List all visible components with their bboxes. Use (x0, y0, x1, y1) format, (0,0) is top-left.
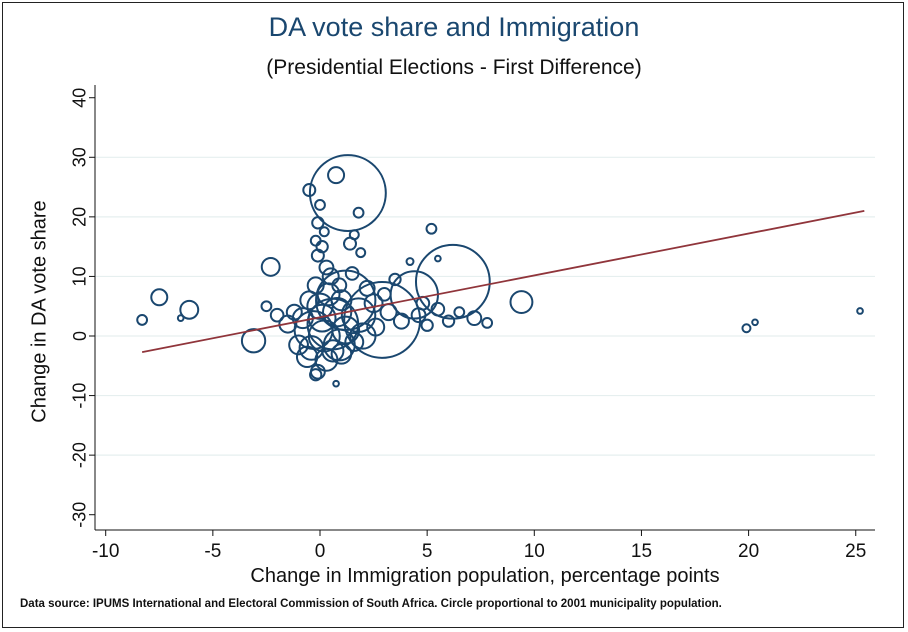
data-point (278, 314, 298, 334)
y-tick-label: 10 (70, 266, 90, 286)
y-tick-label: -10 (70, 383, 90, 409)
y-tick-label: -20 (70, 442, 90, 468)
data-point (136, 314, 149, 326)
data-point (288, 334, 309, 356)
x-tick-label: 0 (315, 541, 326, 562)
data-point (260, 300, 273, 313)
data-point (308, 154, 387, 232)
x-tick-label: -5 (204, 541, 221, 562)
y-tick-label: 0 (70, 331, 90, 341)
data-point (856, 307, 864, 315)
x-tick-label: 10 (524, 541, 545, 562)
data-point (466, 310, 483, 327)
x-axis-label: Change in Immigration population, percen… (250, 565, 720, 587)
data-point (327, 166, 346, 185)
data-point (481, 316, 494, 329)
data-point (332, 379, 340, 388)
data-point (318, 259, 335, 276)
y-tick-label: 20 (70, 207, 90, 227)
data-point (240, 328, 267, 354)
data-point (343, 236, 358, 251)
y-axis-label: Change in DA vote share (28, 200, 51, 423)
data-point (150, 288, 169, 307)
x-tick-label: 20 (738, 541, 759, 562)
data-point (344, 266, 360, 281)
data-point (434, 254, 442, 263)
chart-subtitle: (Presidential Elections - First Differen… (266, 56, 642, 79)
data-point (314, 199, 326, 211)
data-point (366, 317, 386, 337)
data-point (330, 289, 353, 312)
y-tick-label: 30 (70, 147, 90, 167)
data-point (269, 307, 285, 323)
y-tick-label: 40 (70, 88, 90, 108)
x-tick-label: 15 (631, 541, 652, 562)
data-point (376, 286, 392, 302)
data-point (405, 257, 415, 267)
x-tick-label: 25 (845, 541, 866, 562)
data-point (388, 272, 402, 287)
fit-line (141, 210, 865, 353)
data-point (179, 299, 200, 320)
data-point (352, 206, 365, 219)
data-point (176, 314, 185, 322)
data-point (509, 290, 534, 314)
data-point (420, 318, 434, 332)
data-point (441, 314, 456, 328)
chart-title: DA vote share and Immigration (268, 12, 640, 42)
data-point (331, 277, 348, 294)
data-point (363, 293, 384, 314)
data-source-note: Data source: IPUMS International and Ele… (20, 598, 722, 610)
data-point (355, 247, 367, 259)
data-point (318, 226, 330, 238)
data-point (310, 248, 325, 263)
x-tick-label: 5 (422, 541, 433, 562)
data-point (392, 312, 410, 330)
data-point (309, 368, 323, 382)
data-point (741, 323, 752, 334)
data-point (309, 234, 322, 247)
data-point (344, 332, 365, 352)
data-point (307, 303, 337, 333)
data-point (358, 279, 376, 297)
data-point (321, 339, 345, 363)
data-point (302, 183, 317, 198)
data-point (295, 345, 319, 369)
data-point (751, 318, 759, 327)
data-point (306, 276, 325, 295)
data-point (453, 306, 466, 319)
data-point (260, 256, 281, 277)
data-point (430, 301, 446, 317)
x-tick-label: -10 (92, 541, 119, 562)
y-tick-label: -30 (70, 502, 90, 528)
data-point (343, 280, 422, 359)
data-point (425, 222, 438, 235)
data-point (311, 216, 325, 230)
